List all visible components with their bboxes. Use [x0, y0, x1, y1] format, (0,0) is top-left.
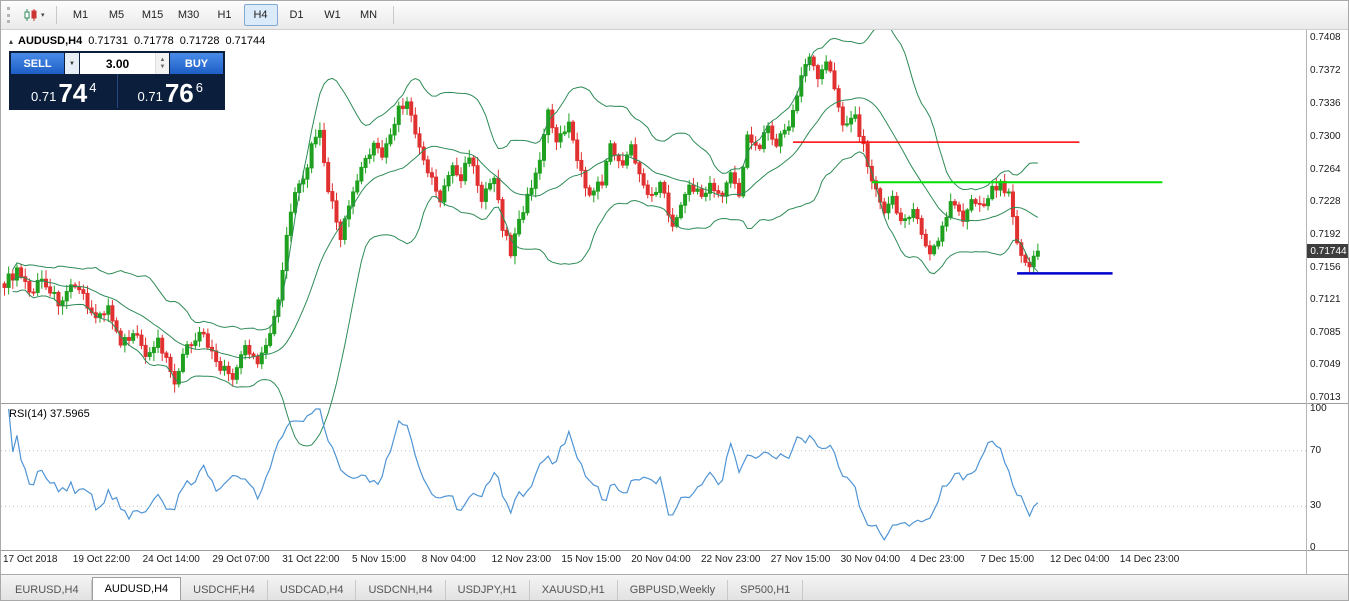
- axis-label: 0.7156: [1310, 261, 1341, 273]
- chart-tabs-bar: EURUSD,H4 AUDUSD,H4 USDCHF,H4 USDCAD,H4 USDC…: [1, 574, 1348, 600]
- axis-label: 0.7013: [1310, 392, 1341, 404]
- chart-title: ▴ AUDUSD,H4 0.71731 0.71778 0.71728 0.71…: [9, 35, 265, 47]
- axis-label: 0.7336: [1310, 97, 1341, 109]
- spinner-up-icon: ▲: [159, 56, 166, 63]
- timeframe-button-h4[interactable]: H4: [243, 4, 278, 26]
- timeframe-button-m1[interactable]: M1: [72, 9, 89, 21]
- time-axis-label: 30 Nov 04:00: [840, 554, 901, 565]
- time-axis-label: 7 Dec 15:00: [980, 554, 1035, 565]
- chart-tab-usdcad[interactable]: USDCAD,H4: [268, 580, 357, 600]
- axis-label: 0.7264: [1310, 163, 1341, 175]
- toolbar-grip-handle[interactable]: [7, 7, 13, 23]
- ohlc-low-value: 0.71728: [179, 35, 220, 47]
- time-axis-label: 12 Dec 04:00: [1050, 554, 1110, 565]
- time-axis-label: 4 Dec 23:00: [910, 554, 965, 565]
- axis-label: 0.7228: [1310, 196, 1341, 208]
- lot-size-input[interactable]: [80, 53, 155, 74]
- timeframe-button-h1[interactable]: H1: [217, 9, 232, 21]
- lot-size-field: ▲ ▼: [80, 53, 169, 74]
- toolbar-separator: [392, 6, 394, 24]
- chart-tab-eurusd[interactable]: EURUSD,H4: [3, 580, 92, 600]
- sell-price-display[interactable]: 0.71 74 4: [11, 74, 117, 108]
- sell-price-prefix: 0.71: [31, 88, 57, 104]
- time-axis-label: 20 Nov 04:00: [631, 554, 691, 565]
- ohlc-close-value: 0.71744: [225, 35, 266, 47]
- sell-price-point: 4: [89, 80, 97, 95]
- timeframe-button-m5[interactable]: M5: [108, 9, 125, 21]
- toolbar-separator: [55, 6, 57, 24]
- chart-tab-sp500[interactable]: SP500,H1: [728, 580, 804, 600]
- buy-price-display[interactable]: 0.71 76 6: [118, 74, 224, 108]
- axis-label: 0.7085: [1310, 326, 1341, 338]
- chart-tab-usdcnh[interactable]: USDCNH,H4: [356, 580, 446, 600]
- chevron-down-icon: ▼: [69, 60, 75, 67]
- timeframe-button-w1[interactable]: W1: [324, 9, 341, 21]
- axis-label: 0.7121: [1310, 293, 1341, 305]
- timeframe-button-d1[interactable]: D1: [289, 9, 304, 21]
- axis-label: 0.7192: [1310, 229, 1341, 241]
- spinner-down-icon: ▼: [159, 63, 166, 70]
- candlestick-chart-icon: [24, 9, 37, 21]
- time-axis-label: 8 Nov 04:00: [421, 554, 476, 565]
- chart-tab-usdjpy[interactable]: USDJPY,H1: [446, 580, 530, 600]
- axis-label: 0.7049: [1310, 359, 1341, 371]
- axis-label: 0.7408: [1310, 32, 1341, 44]
- time-axis-label: 15 Nov 15:00: [561, 554, 621, 565]
- chart-tab-gbpusd[interactable]: GBPUSD,Weekly: [618, 580, 729, 600]
- timeframes-toolbar: ▾ M1 M5 M15 M30 H1 H4 D1 W1 MN: [1, 1, 1348, 30]
- time-axis-label: 31 Oct 22:00: [282, 554, 340, 565]
- chart-tab-audusd[interactable]: AUDUSD,H4: [91, 577, 182, 600]
- time-axis-label: 5 Nov 15:00: [352, 554, 406, 565]
- chevron-down-icon: ▾: [41, 12, 45, 19]
- time-axis-label: 14 Dec 23:00: [1119, 554, 1180, 565]
- timeframe-button-m30[interactable]: M30: [177, 9, 200, 21]
- buy-price-pips: 76: [164, 78, 194, 108]
- chart-tab-xauusd[interactable]: XAUUSD,H1: [530, 580, 618, 600]
- buy-price-prefix: 0.71: [137, 88, 163, 104]
- time-axis-label: 19 Oct 22:00: [72, 554, 131, 565]
- sell-button[interactable]: SELL: [11, 53, 64, 74]
- order-settings-dropdown[interactable]: ▼: [65, 53, 79, 74]
- price-divider: [116, 74, 118, 108]
- price-axis[interactable]: 0.7408 0.7372 0.7336 0.7300 0.7264 0.7228 0.71…: [1308, 29, 1348, 574]
- axis-label: 30: [1310, 500, 1322, 512]
- axis-label: 100: [1310, 403, 1327, 414]
- axis-label: 0: [1310, 542, 1316, 553]
- axis-label: 70: [1310, 444, 1322, 456]
- symbol-period-label: AUDUSD,H4: [18, 35, 83, 47]
- sell-price-pips: 74: [58, 78, 88, 108]
- time-axis-label: 17 Oct 2018: [3, 554, 58, 565]
- one-click-trading-panel: SELL ▼ ▲ ▼ BUY 0.71 74 4 0.71 76: [9, 51, 225, 110]
- axis-label: 0.7300: [1310, 130, 1341, 142]
- timeframe-buttons: M1 M5 M15 M30 H1 H4 D1 W1 MN: [64, 4, 386, 26]
- chart-tab-usdchf[interactable]: USDCHF,H4: [181, 580, 268, 600]
- time-axis-label: 24 Oct 14:00: [142, 554, 200, 565]
- chart-type-dropdown-button[interactable]: ▾: [19, 5, 49, 25]
- ohlc-high-value: 0.71778: [133, 35, 174, 47]
- timeframe-button-m15[interactable]: M15: [141, 9, 164, 21]
- buy-price-point: 6: [195, 80, 203, 95]
- axis-label: 0.7372: [1310, 65, 1341, 77]
- current-price-marker: 0.71744: [1307, 244, 1348, 259]
- time-axis[interactable]: 17 Oct 2018 19 Oct 22:00 24 Oct 14:00 29 Oc…: [1, 554, 1307, 572]
- time-axis-label: 27 Nov 15:00: [770, 554, 831, 565]
- buy-button[interactable]: BUY: [170, 53, 223, 74]
- rsi-indicator-label: RSI(14) 37.5965: [9, 408, 90, 420]
- timeframe-button-mn[interactable]: MN: [359, 9, 378, 21]
- time-axis-label: 22 Nov 23:00: [701, 554, 761, 565]
- lot-size-spinner[interactable]: ▲ ▼: [155, 53, 169, 74]
- one-click-trading-toggle-icon[interactable]: ▴: [9, 36, 14, 46]
- time-axis-label: 12 Nov 23:00: [491, 554, 552, 565]
- ohlc-open-value: 0.71731: [88, 35, 128, 47]
- time-axis-label: 29 Oct 07:00: [212, 554, 270, 565]
